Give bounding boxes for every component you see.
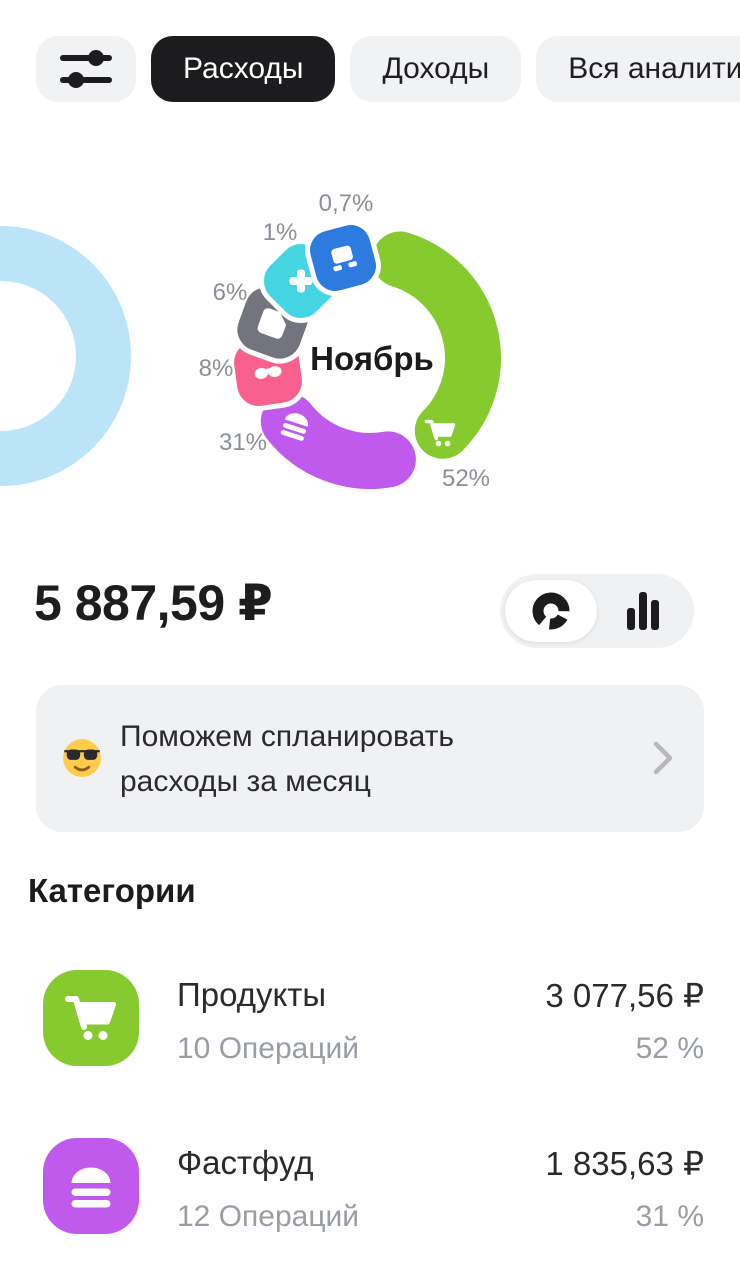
pct-label-products: 52% bbox=[442, 465, 490, 492]
burger-icon bbox=[71, 1167, 111, 1208]
cart-icon bbox=[65, 996, 116, 1040]
category-amount: 1 835,63 ₽ bbox=[545, 1145, 704, 1182]
plan-expenses-banner[interactable]: Поможем спланировать расходы за месяц bbox=[36, 685, 704, 832]
category-row-fastfood[interactable]: Фастфуд 12 Операций 1 835,63 ₽ 31 % bbox=[43, 1138, 704, 1234]
banner-text: Поможем спланировать расходы за месяц bbox=[120, 720, 455, 798]
slice-transport[interactable] bbox=[303, 218, 384, 299]
category-title: Фастфуд bbox=[177, 1144, 314, 1181]
category-icon-products bbox=[43, 970, 139, 1066]
donut-view-option[interactable] bbox=[505, 580, 597, 642]
category-percent: 52 % bbox=[635, 1032, 704, 1065]
previous-month-donut[interactable] bbox=[0, 226, 131, 486]
category-percent: 31 % bbox=[635, 1200, 704, 1233]
header-tabs: Расходы Доходы Вся аналитика bbox=[36, 36, 740, 102]
category-row-products[interactable]: Продукты 10 Операций 3 077,56 ₽ 52 % bbox=[43, 970, 704, 1066]
slice-products[interactable] bbox=[372, 231, 501, 459]
truck-icon bbox=[331, 245, 357, 272]
pct-label-pharmacy: 1% bbox=[263, 219, 298, 246]
tab-all-analytics[interactable]: Вся аналитика bbox=[536, 36, 740, 102]
pct-label-clothing: 8% bbox=[199, 355, 234, 382]
tab-expenses[interactable]: Расходы bbox=[151, 36, 336, 102]
sliders-icon bbox=[60, 50, 112, 88]
category-title: Продукты bbox=[177, 976, 327, 1013]
chart-area: Ноябрь 0,7% 1% 6% 8% 31% 52% bbox=[0, 190, 501, 492]
chart-month-label: Ноябрь bbox=[310, 340, 434, 377]
categories-heading: Категории bbox=[28, 872, 196, 909]
category-operations-count: 10 Операций bbox=[177, 1032, 360, 1065]
chevron-right-icon bbox=[653, 741, 673, 775]
total-amount: 5 887,59 ₽ bbox=[34, 575, 273, 631]
pct-label-fastfood: 31% bbox=[219, 429, 267, 456]
glasses-icon bbox=[254, 366, 282, 379]
filter-button[interactable] bbox=[36, 36, 136, 102]
cart-icon bbox=[424, 419, 456, 447]
category-operations-count: 12 Операций bbox=[177, 1200, 360, 1233]
donut-chart-icon bbox=[532, 592, 570, 630]
tab-income[interactable]: Доходы bbox=[350, 36, 522, 102]
pct-label-household: 6% bbox=[213, 279, 248, 306]
donut-chart[interactable]: Ноябрь bbox=[228, 218, 501, 489]
burger-icon bbox=[280, 413, 309, 441]
slice-household[interactable] bbox=[228, 278, 318, 368]
sunglasses-emoji-icon bbox=[63, 739, 101, 777]
category-icon-fastfood bbox=[43, 1138, 139, 1234]
category-amount: 3 077,56 ₽ bbox=[545, 977, 704, 1014]
bars-view-option[interactable] bbox=[597, 580, 689, 642]
bar-chart-icon bbox=[627, 592, 659, 630]
chart-view-toggle bbox=[500, 574, 694, 648]
slice-fastfood[interactable] bbox=[260, 393, 416, 489]
pct-label-transport: 0,7% bbox=[319, 190, 374, 217]
medical-cross-icon bbox=[289, 269, 313, 293]
